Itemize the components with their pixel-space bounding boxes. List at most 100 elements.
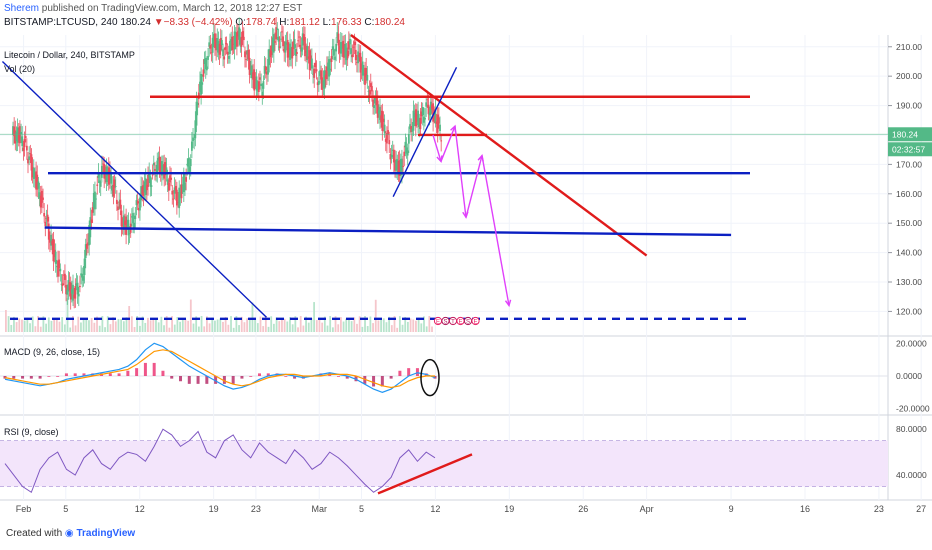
volume-bar [396, 327, 399, 332]
candle-body [328, 59, 331, 77]
candle-body [214, 33, 216, 48]
candle-body [158, 156, 161, 173]
macd-histogram-bar [29, 376, 33, 379]
candle-body [34, 172, 36, 178]
volume-bar [251, 302, 254, 332]
volume-bar [380, 319, 382, 332]
candle-body [43, 213, 46, 217]
volume-bar [77, 316, 80, 332]
candle-body [277, 36, 280, 42]
candle-body [53, 249, 56, 258]
projection-arrow [454, 126, 467, 218]
candle-body [314, 62, 317, 68]
volume-bar [219, 318, 222, 332]
volume-bar [23, 320, 26, 332]
y-tick-label: 170.00 [896, 159, 922, 169]
candle-body [185, 177, 188, 182]
volume-label[interactable]: Vol (20) [4, 64, 36, 74]
macd-histogram-bar [266, 373, 270, 376]
candle-body [32, 168, 35, 179]
volume-bar [85, 319, 88, 332]
candle-body [195, 101, 198, 126]
low-label: L: [322, 17, 331, 28]
symbol-info: BITSTAMP:LTCUSD, 240 180.24 ▼−8.33 (−4.4… [4, 17, 405, 28]
candle-body [134, 215, 137, 220]
candle-body [112, 184, 115, 197]
candle-body [322, 80, 325, 89]
event-icon: E [433, 316, 443, 325]
volume-bar [165, 316, 168, 332]
candle-body [31, 167, 34, 178]
candle-body [382, 118, 385, 122]
macd-histogram-bar [108, 373, 112, 376]
volume-bar [289, 317, 291, 332]
candle-body [167, 182, 170, 191]
open-value: 178.74 [245, 17, 277, 28]
volume-bar [147, 317, 149, 332]
candle-body [216, 38, 219, 50]
candle-body [237, 30, 239, 37]
volume-bar [197, 326, 200, 332]
volume-bar [133, 327, 136, 332]
candle-body [120, 210, 123, 227]
candle-body [391, 149, 394, 151]
candle-body [222, 49, 224, 57]
x-tick-label: 5 [359, 504, 364, 514]
macd-label[interactable]: MACD (9, 26, close, 15) [4, 347, 101, 357]
volume-bar [412, 319, 415, 332]
candle-body [396, 159, 399, 170]
candle-body [192, 137, 194, 141]
candle-body [387, 130, 389, 135]
volume-bar [69, 327, 72, 332]
macd-histogram-bar [64, 373, 68, 376]
volume-bar [366, 326, 369, 332]
rsi-label[interactable]: RSI (9, close) [4, 427, 59, 437]
macd-histogram-bar [82, 373, 86, 376]
volume-bar [203, 326, 206, 332]
candle-body [292, 41, 295, 49]
volume-bar [93, 322, 96, 332]
author-link[interactable]: Sherem [4, 3, 40, 14]
volume-bar [206, 316, 208, 332]
candle-body [332, 49, 335, 56]
volume-bar [144, 322, 147, 332]
volume-bar [409, 318, 412, 332]
macd-tick-label: -20.0000 [896, 404, 930, 414]
volume-bar [326, 325, 329, 332]
main-series-title[interactable]: Litecoin / Dollar, 240, BITSTAMP [4, 50, 135, 60]
rsi-line [4, 428, 436, 494]
candle-body [180, 184, 183, 199]
candle-body [172, 198, 175, 200]
volume-bar [63, 324, 66, 332]
candle-body [405, 147, 408, 154]
candle-body [345, 47, 348, 61]
price-pane[interactable] [0, 35, 888, 335]
candle-body [202, 69, 205, 77]
volume-bar [286, 321, 289, 332]
candle-body [190, 141, 193, 151]
candle-body [361, 61, 364, 76]
price-badges: 180.24 02:32:57 [888, 127, 932, 157]
volume-bar [192, 323, 195, 332]
candle-body [75, 283, 78, 286]
event-icon: E [456, 316, 465, 325]
candle-body [346, 50, 349, 59]
macd-histogram-bar [345, 376, 349, 379]
rsi-tick-label: 40.0000 [896, 470, 927, 480]
candle-body [268, 48, 271, 66]
y-tick-label: 140.00 [896, 248, 922, 258]
candle-body [359, 52, 362, 73]
symbol-text[interactable]: BITSTAMP:LTCUSD, 240 [4, 17, 118, 28]
candle-body [25, 145, 28, 151]
macd-histogram-bar [179, 376, 183, 382]
candle-body [439, 124, 441, 132]
candle-body [29, 153, 32, 155]
candle-body [330, 56, 333, 63]
candle-body [281, 31, 283, 33]
tradingview-brand[interactable]: TradingView [76, 528, 136, 539]
change-value: ▼−8.33 (−4.42%) [153, 17, 233, 28]
candle-body [151, 174, 154, 176]
trendline [44, 226, 732, 237]
